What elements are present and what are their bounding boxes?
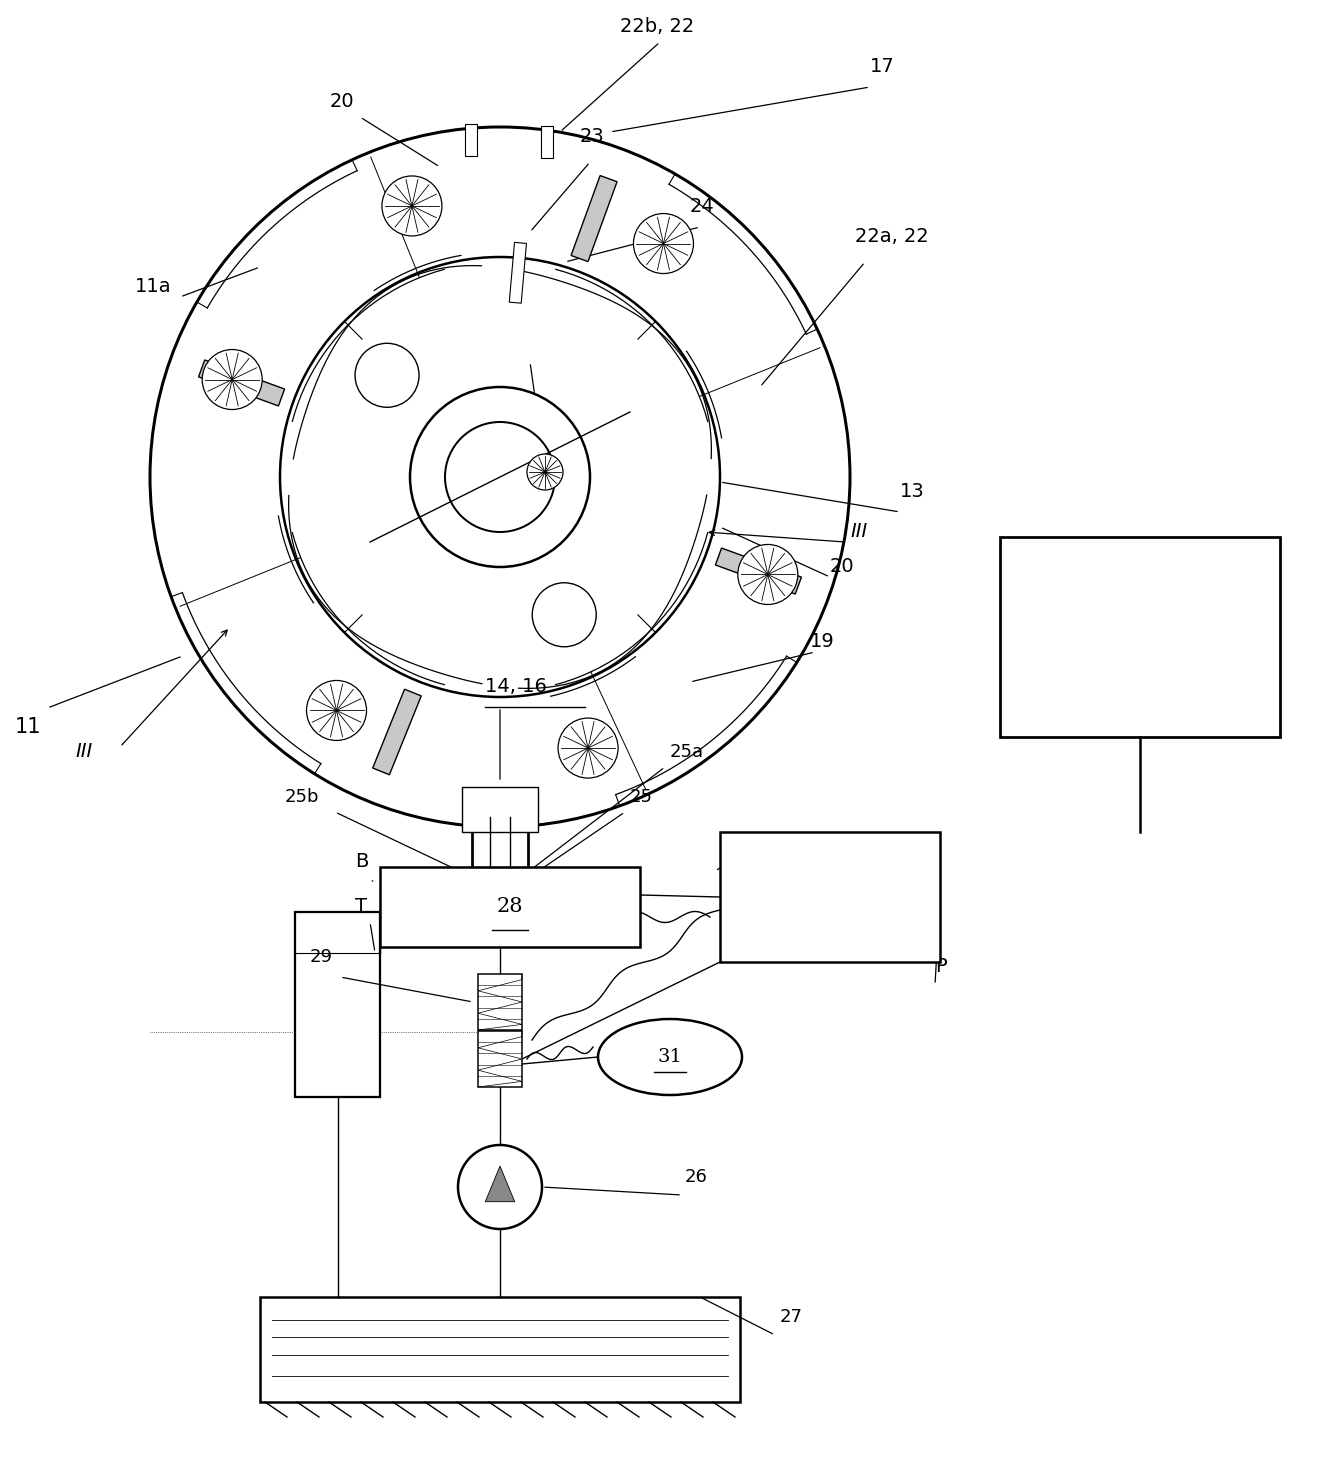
Bar [1000, 538, 1280, 737]
Text: A: A [735, 832, 748, 851]
Circle shape [355, 344, 419, 408]
Text: 25p: 25p [810, 928, 845, 946]
Text: 17: 17 [870, 57, 895, 76]
Text: 20: 20 [330, 92, 354, 111]
Circle shape [457, 1145, 542, 1230]
Text: 29: 29 [310, 949, 333, 966]
Bar [464, 124, 476, 156]
Circle shape [558, 718, 618, 778]
Text: 22b, 22: 22b, 22 [621, 17, 695, 36]
Text: P: P [935, 957, 947, 976]
Bar [260, 1297, 740, 1402]
Bar [541, 127, 553, 159]
Polygon shape [509, 242, 526, 303]
Polygon shape [716, 548, 801, 594]
Bar [381, 867, 640, 947]
Text: III: III [76, 742, 93, 761]
Text: 11a: 11a [135, 277, 171, 297]
Circle shape [446, 423, 556, 532]
Text: 13: 13 [900, 482, 924, 501]
Bar [477, 1032, 522, 1087]
Circle shape [532, 583, 597, 647]
Polygon shape [199, 360, 285, 407]
Circle shape [150, 127, 850, 828]
Text: III: III [850, 522, 867, 541]
Text: 24: 24 [690, 197, 715, 216]
Text: 23: 23 [579, 127, 605, 146]
Text: T: T [355, 898, 367, 916]
Text: 11: 11 [15, 717, 41, 737]
Polygon shape [572, 176, 617, 262]
Text: 25: 25 [630, 788, 652, 806]
Text: 31: 31 [658, 1048, 683, 1067]
Bar [294, 912, 381, 1097]
Circle shape [382, 176, 442, 236]
Ellipse shape [598, 1018, 743, 1096]
Bar [720, 832, 940, 962]
Text: 27: 27 [780, 1308, 804, 1326]
Circle shape [306, 680, 366, 740]
Circle shape [737, 545, 798, 605]
Text: 21: 21 [545, 478, 568, 495]
Text: 14, 16: 14, 16 [485, 678, 546, 696]
Text: 28: 28 [497, 898, 524, 916]
Circle shape [202, 350, 263, 409]
Text: 25b: 25b [285, 788, 320, 806]
Circle shape [280, 256, 720, 696]
Text: 22a, 22: 22a, 22 [855, 227, 928, 246]
Polygon shape [485, 1166, 514, 1202]
Text: 25a: 25a [670, 743, 704, 761]
Circle shape [634, 214, 693, 274]
Text: 26: 26 [686, 1169, 708, 1186]
Text: B: B [355, 852, 369, 871]
Bar [477, 973, 522, 1030]
Text: 20: 20 [830, 557, 855, 576]
Circle shape [410, 388, 590, 567]
Bar [461, 787, 538, 832]
Polygon shape [373, 689, 422, 775]
Circle shape [526, 455, 564, 490]
Text: 19: 19 [810, 632, 835, 651]
